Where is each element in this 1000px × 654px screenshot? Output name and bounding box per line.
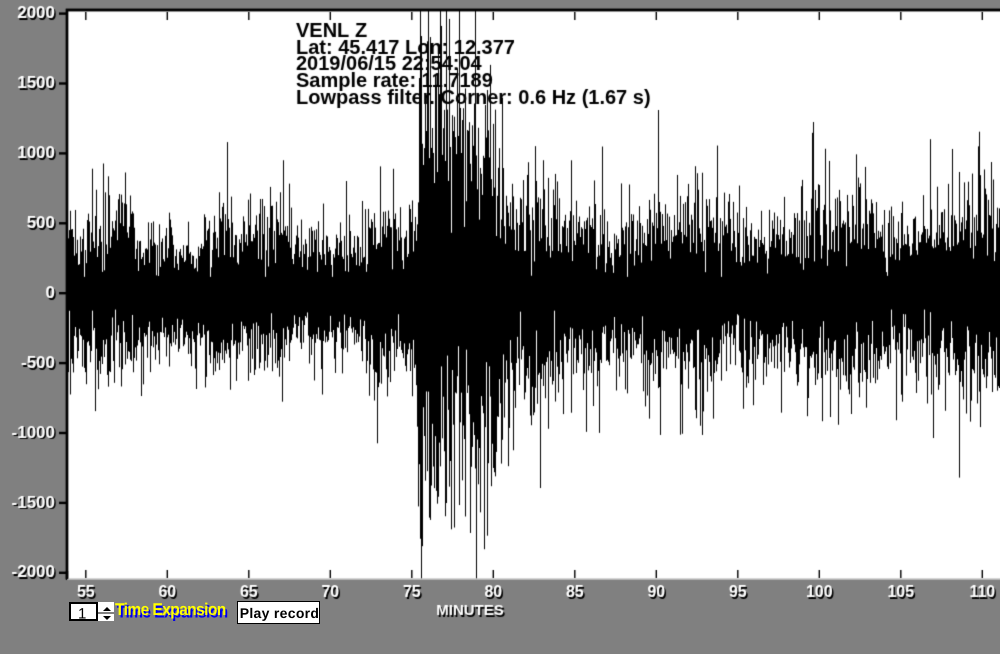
svg-text:1: 1 [78,605,86,622]
svg-text:Time Expansion: Time Expansion [115,600,226,619]
svg-text:Play record: Play record [239,605,319,621]
